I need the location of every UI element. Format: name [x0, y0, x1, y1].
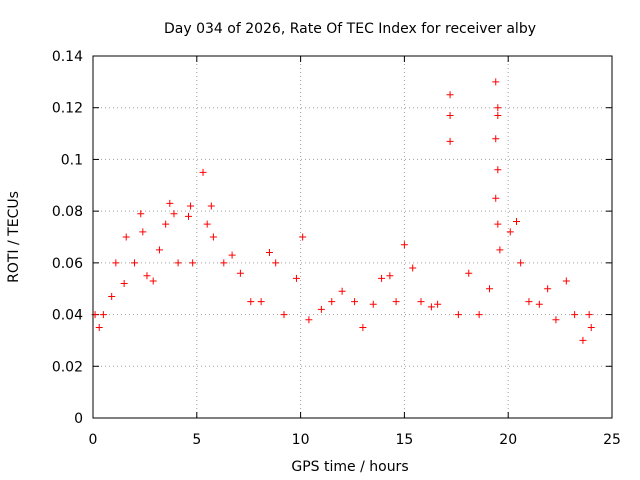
data-point	[299, 233, 307, 241]
data-point	[187, 202, 195, 210]
data-point	[446, 91, 454, 99]
data-point	[494, 220, 502, 228]
data-point	[228, 251, 236, 259]
y-tick-label: 0.12	[52, 101, 83, 117]
data-point	[166, 199, 174, 207]
data-point	[400, 241, 408, 249]
data-point	[95, 324, 103, 331]
data-point	[506, 228, 514, 236]
data-point	[247, 298, 255, 306]
data-point	[587, 324, 595, 331]
data-point	[417, 298, 425, 306]
y-tick-label: 0.02	[52, 359, 83, 375]
x-axis-ticks: 0 5 10 15 20 25	[89, 56, 621, 448]
y-axis-ticks: 0 0.02 0.04 0.06 0.08 0.1 0.12 0.14	[52, 49, 612, 427]
x-tick-label: 0	[89, 432, 98, 448]
data-point	[513, 217, 521, 225]
data-point	[99, 311, 107, 319]
data-point	[131, 259, 139, 267]
x-tick-label: 10	[292, 432, 310, 448]
data-point	[446, 137, 454, 145]
data-point	[535, 300, 543, 308]
data-point	[492, 194, 500, 202]
data-point	[351, 298, 359, 306]
data-point	[170, 210, 178, 218]
data-point	[544, 285, 552, 293]
data-point	[525, 298, 533, 306]
data-point	[386, 272, 394, 280]
y-axis-label: ROTI / TECUs	[6, 191, 22, 283]
data-point	[494, 111, 502, 119]
data-point	[257, 298, 265, 306]
data-point	[236, 269, 244, 277]
y-tick-label: 0.06	[52, 256, 83, 272]
data-point	[149, 277, 157, 285]
data-point	[338, 287, 346, 295]
data-point	[174, 259, 182, 267]
y-tick-label: 0.14	[52, 49, 83, 65]
data-point	[155, 246, 163, 254]
data-point	[305, 316, 313, 324]
data-point	[108, 292, 116, 300]
data-point	[162, 220, 170, 228]
data-point	[184, 212, 192, 220]
x-tick-label: 5	[192, 432, 201, 448]
data-point	[585, 311, 593, 319]
data-point	[492, 78, 500, 86]
data-point	[112, 259, 120, 267]
data-point	[434, 300, 442, 308]
data-point	[571, 311, 579, 319]
data-point	[369, 300, 377, 308]
x-tick-label: 20	[499, 432, 517, 448]
data-point	[292, 274, 300, 282]
data-point	[492, 135, 500, 143]
y-tick-label: 0.1	[61, 152, 83, 168]
data-point	[562, 277, 570, 285]
data-point	[203, 220, 211, 228]
data-point	[359, 324, 367, 331]
y-tick-label: 0.08	[52, 204, 83, 220]
data-point	[137, 210, 145, 218]
data-point	[120, 280, 128, 288]
x-tick-label: 25	[603, 432, 621, 448]
plot-frame	[92, 55, 613, 419]
data-point	[265, 249, 273, 257]
data-point	[317, 305, 325, 313]
data-point	[143, 272, 151, 280]
data-point	[207, 202, 215, 210]
data-point	[454, 311, 462, 319]
data-point	[280, 311, 288, 319]
x-tick-label: 15	[395, 432, 413, 448]
data-point	[517, 259, 525, 267]
data-point	[579, 336, 587, 344]
y-tick-label: 0	[74, 411, 83, 427]
data-point	[475, 311, 483, 319]
y-tick-label: 0.04	[52, 308, 83, 324]
data-point	[139, 228, 147, 236]
x-axis-label: GPS time / hours	[291, 459, 408, 475]
scatter-points	[91, 78, 595, 344]
data-point	[272, 259, 280, 267]
data-point	[122, 233, 130, 241]
data-point	[465, 269, 473, 277]
data-point	[378, 274, 386, 282]
data-point	[189, 259, 197, 267]
data-point	[496, 246, 504, 254]
grid-lines	[93, 56, 612, 418]
data-point	[446, 111, 454, 119]
data-point	[494, 104, 502, 112]
data-point	[486, 285, 494, 293]
data-point	[427, 303, 435, 311]
chart-title: Day 034 of 2026, Rate Of TEC Index for r…	[164, 21, 536, 37]
data-point	[209, 233, 217, 241]
data-point	[328, 298, 336, 306]
data-point	[494, 166, 502, 174]
data-point	[552, 316, 560, 324]
data-point	[409, 264, 417, 272]
data-point	[199, 168, 207, 176]
data-point	[220, 259, 228, 267]
data-point	[392, 298, 400, 306]
